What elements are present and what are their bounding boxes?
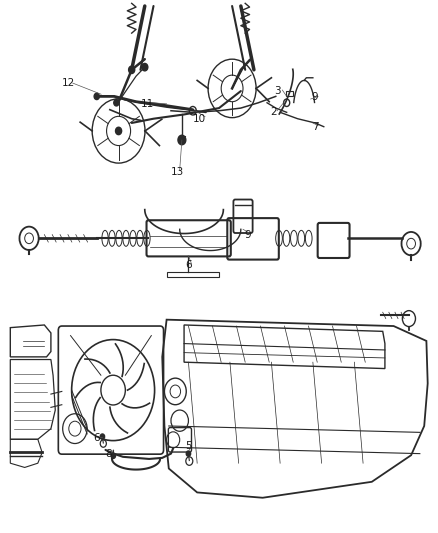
Text: 8: 8 <box>106 449 112 459</box>
Text: 10: 10 <box>193 114 206 124</box>
Circle shape <box>116 127 122 135</box>
Circle shape <box>178 135 186 145</box>
Text: 12: 12 <box>62 78 75 88</box>
Circle shape <box>111 453 116 458</box>
Text: 9: 9 <box>244 230 251 240</box>
Text: 6: 6 <box>93 433 100 443</box>
Circle shape <box>186 451 191 456</box>
Circle shape <box>94 93 99 100</box>
Text: 2: 2 <box>270 107 277 117</box>
Circle shape <box>142 63 148 71</box>
Circle shape <box>129 66 135 74</box>
Text: 11: 11 <box>140 99 154 109</box>
Circle shape <box>100 434 105 439</box>
Text: 3: 3 <box>275 86 281 96</box>
Circle shape <box>189 107 196 115</box>
Text: 7: 7 <box>312 122 318 132</box>
Text: 13: 13 <box>171 167 184 177</box>
Text: 9: 9 <box>312 92 318 102</box>
Circle shape <box>114 100 119 106</box>
Text: 6: 6 <box>185 261 192 270</box>
Text: 5: 5 <box>185 441 192 451</box>
